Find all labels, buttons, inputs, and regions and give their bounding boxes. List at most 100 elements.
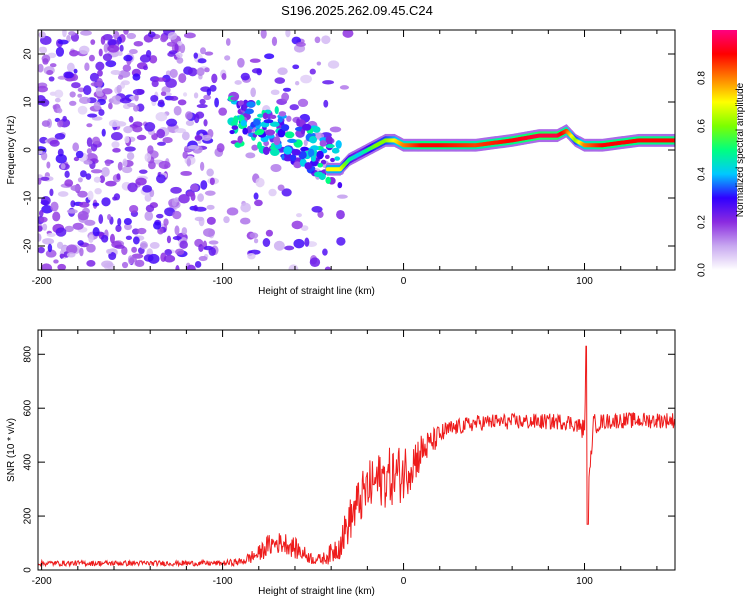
noise-blob xyxy=(239,217,251,225)
noise-blob xyxy=(90,169,103,174)
colorbar-tick-label: 0.8 xyxy=(697,71,708,85)
noise-blob xyxy=(199,161,205,171)
noise-blob xyxy=(249,58,261,63)
noise-blob xyxy=(56,107,63,114)
noise-blob xyxy=(193,52,199,59)
noise-blob xyxy=(47,243,53,253)
transition-blob xyxy=(331,147,340,154)
transition-blob xyxy=(302,123,312,131)
noise-blob xyxy=(84,219,96,226)
noise-blob xyxy=(69,91,76,98)
noise-blob xyxy=(206,204,215,210)
noise-blob xyxy=(262,238,271,247)
transition-blob xyxy=(269,114,277,119)
noise-blob xyxy=(144,152,152,162)
noise-blob xyxy=(158,99,165,105)
noise-blob xyxy=(90,142,98,152)
snr-xtick-label: 100 xyxy=(576,576,593,587)
noise-blob xyxy=(175,264,180,270)
transition-blob xyxy=(320,159,327,165)
noise-blob xyxy=(200,180,208,190)
noise-blob xyxy=(203,119,208,127)
noise-blob xyxy=(204,51,214,56)
noise-blob xyxy=(327,60,340,69)
noise-blob xyxy=(39,46,44,52)
noise-blob xyxy=(117,218,122,226)
transition-blob xyxy=(317,162,324,168)
noise-blob xyxy=(62,30,67,38)
noise-blob xyxy=(39,216,48,223)
noise-blob xyxy=(183,32,196,39)
noise-blob xyxy=(57,263,67,270)
noise-blob xyxy=(70,184,82,192)
noise-blob xyxy=(151,80,159,88)
snr-ytick-label: 0 xyxy=(23,567,34,573)
noise-blob xyxy=(240,72,250,81)
noise-blob xyxy=(108,102,113,110)
noise-blob xyxy=(273,240,285,251)
noise-blob xyxy=(158,160,171,170)
noise-blob xyxy=(90,81,103,87)
noise-blob xyxy=(253,238,259,244)
noise-blob xyxy=(309,68,316,75)
noise-blob xyxy=(77,177,83,183)
snr-xtick-label: -100 xyxy=(213,576,233,587)
noise-blob xyxy=(203,228,216,237)
transition-blob xyxy=(263,119,274,124)
noise-blob xyxy=(198,256,208,262)
spec-xlabel: Height of straight line (km) xyxy=(258,286,375,297)
transition-blob xyxy=(325,135,333,145)
noise-blob xyxy=(98,48,103,57)
transition-blob xyxy=(337,182,343,189)
noise-blob xyxy=(101,234,109,243)
spec-ytick-label: 20 xyxy=(23,48,34,60)
noise-blob xyxy=(38,225,43,232)
colorbar: 0.0 0.2 0.4 0.6 0.8 Normalized spectral ampli… xyxy=(697,30,746,277)
noise-blob xyxy=(166,41,177,47)
noise-blob xyxy=(38,246,45,254)
noise-blob xyxy=(134,93,139,102)
noise-blob xyxy=(300,74,312,84)
noise-blob xyxy=(132,125,143,133)
noise-blob xyxy=(105,180,117,187)
noise-blob xyxy=(123,30,129,35)
noise-blob xyxy=(142,184,153,193)
transition-blob xyxy=(237,135,243,144)
noise-blob xyxy=(309,257,321,268)
noise-blob xyxy=(342,30,354,38)
snr-ytick-label: 600 xyxy=(23,399,34,416)
noise-blob xyxy=(39,209,44,217)
transition-blob xyxy=(304,162,313,170)
noise-blob xyxy=(138,169,148,174)
noise-blob xyxy=(174,225,180,236)
noise-blob xyxy=(117,74,124,80)
noise-blob xyxy=(321,35,331,45)
noise-blob xyxy=(136,134,147,141)
noise-blob xyxy=(101,197,111,207)
noise-blob xyxy=(177,99,187,106)
noise-blob xyxy=(88,234,94,243)
noise-blob xyxy=(42,238,55,245)
noise-blob xyxy=(164,248,173,256)
noise-blob xyxy=(52,211,61,222)
transition-blob xyxy=(244,108,254,115)
noise-blob xyxy=(80,170,87,178)
noise-blob xyxy=(173,197,180,203)
noise-blob xyxy=(178,73,187,84)
transition-blob xyxy=(294,143,302,148)
noise-blob xyxy=(38,149,43,155)
noise-blob xyxy=(57,120,64,128)
noise-blob xyxy=(197,193,204,202)
noise-blob xyxy=(181,131,190,141)
noise-blob xyxy=(198,244,204,252)
noise-blob xyxy=(123,126,133,134)
noise-blob xyxy=(129,204,139,214)
noise-blob xyxy=(40,98,50,107)
noise-blob xyxy=(176,57,184,64)
snr-line-group xyxy=(38,345,675,568)
noise-blob xyxy=(105,60,117,68)
transition-blob xyxy=(319,140,327,147)
figure-title: S196.2025.262.09.45.C24 xyxy=(281,3,433,18)
